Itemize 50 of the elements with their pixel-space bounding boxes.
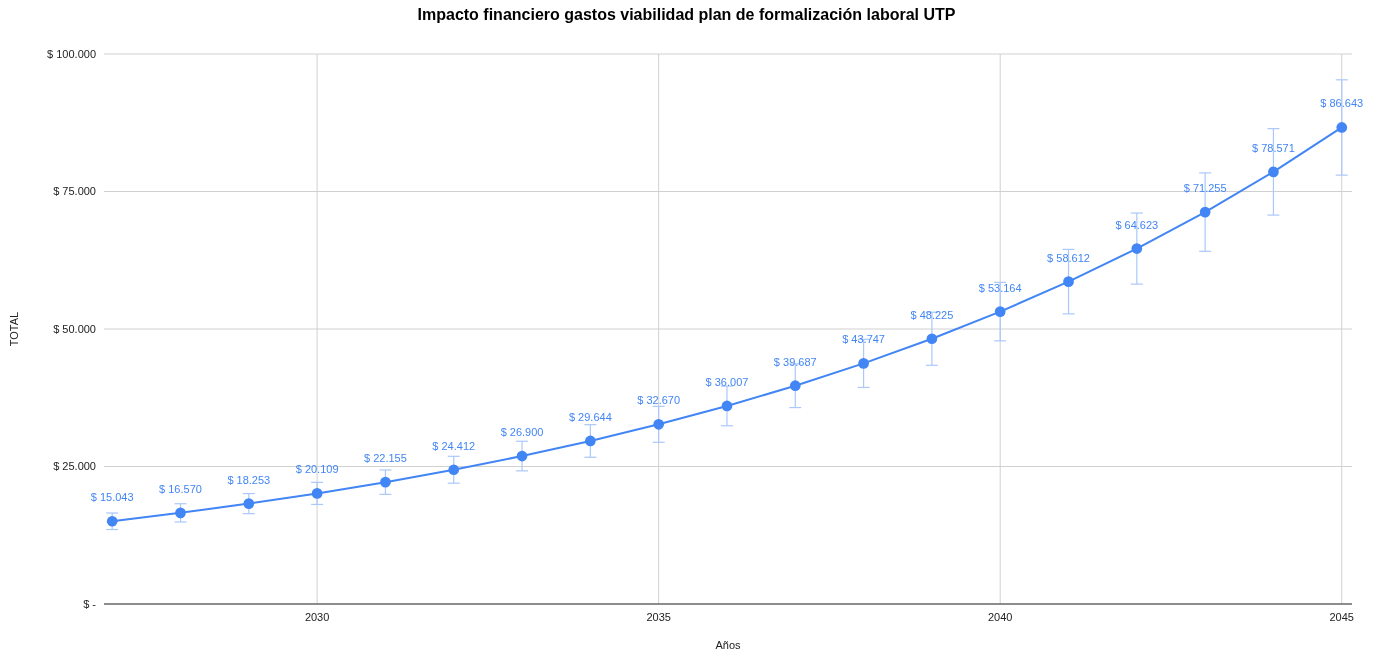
y-tick-label: $ 100.000 [47, 47, 96, 60]
point [1336, 122, 1348, 133]
y-tick-label: $ - [83, 597, 97, 610]
data-label: $ 16.570 [159, 482, 202, 495]
point [1268, 166, 1279, 178]
x-tick-label: 2040 [987, 611, 1013, 623]
data-label: $ 53.164 [978, 281, 1022, 294]
point [926, 333, 938, 345]
point [1199, 206, 1211, 218]
data-label: $ 20.109 [295, 463, 339, 476]
point [243, 498, 255, 509]
data-label: $ 22.155 [364, 452, 407, 465]
data-label: $ 58.612 [1047, 251, 1090, 264]
data-label: $ 26.900 [500, 426, 544, 439]
data-label: $ 64.623 [1115, 218, 1159, 231]
x-tick-label: 2030 [304, 611, 330, 623]
x-tick-label: 2045 [1329, 611, 1354, 623]
point [175, 507, 186, 519]
point [721, 400, 733, 412]
data-label: $ 29.644 [568, 410, 612, 423]
data-label: $ 24.412 [432, 439, 476, 452]
chart-title: Impacto financiero gastos viabilidad plan de formalización laboral UTP [417, 6, 956, 23]
y-tick-label: $ 25.000 [53, 460, 96, 473]
data-label: $ 39.687 [773, 355, 817, 368]
data-label: $ 78.571 [1252, 141, 1295, 154]
point [1131, 243, 1143, 254]
y-tick-label: $ 50.000 [53, 322, 96, 335]
point [516, 450, 528, 462]
point [653, 418, 665, 430]
y-tick-label: $ 75.000 [53, 185, 96, 198]
point [106, 515, 118, 527]
data-label: $ 86.643 [1320, 97, 1364, 110]
x-axis-title: Años [715, 639, 742, 651]
point [858, 358, 869, 369]
point [380, 476, 391, 488]
data-label: $ 18.253 [227, 473, 271, 486]
x-tick-label: 2035 [646, 611, 671, 623]
data-label: $ 71.255 [1183, 182, 1227, 195]
data-label: $ 43.747 [842, 333, 886, 346]
data-label: $ 48.225 [910, 308, 954, 321]
data-label: $ 36.007 [705, 375, 749, 388]
y-axis-title: TOTAL [8, 311, 20, 347]
point [311, 488, 323, 499]
point [994, 306, 1006, 317]
point [1063, 276, 1074, 287]
data-label: $ 15.043 [90, 491, 134, 504]
point [448, 464, 460, 476]
point [789, 380, 801, 392]
point [585, 435, 596, 447]
data-label: $ 32.670 [637, 394, 681, 407]
